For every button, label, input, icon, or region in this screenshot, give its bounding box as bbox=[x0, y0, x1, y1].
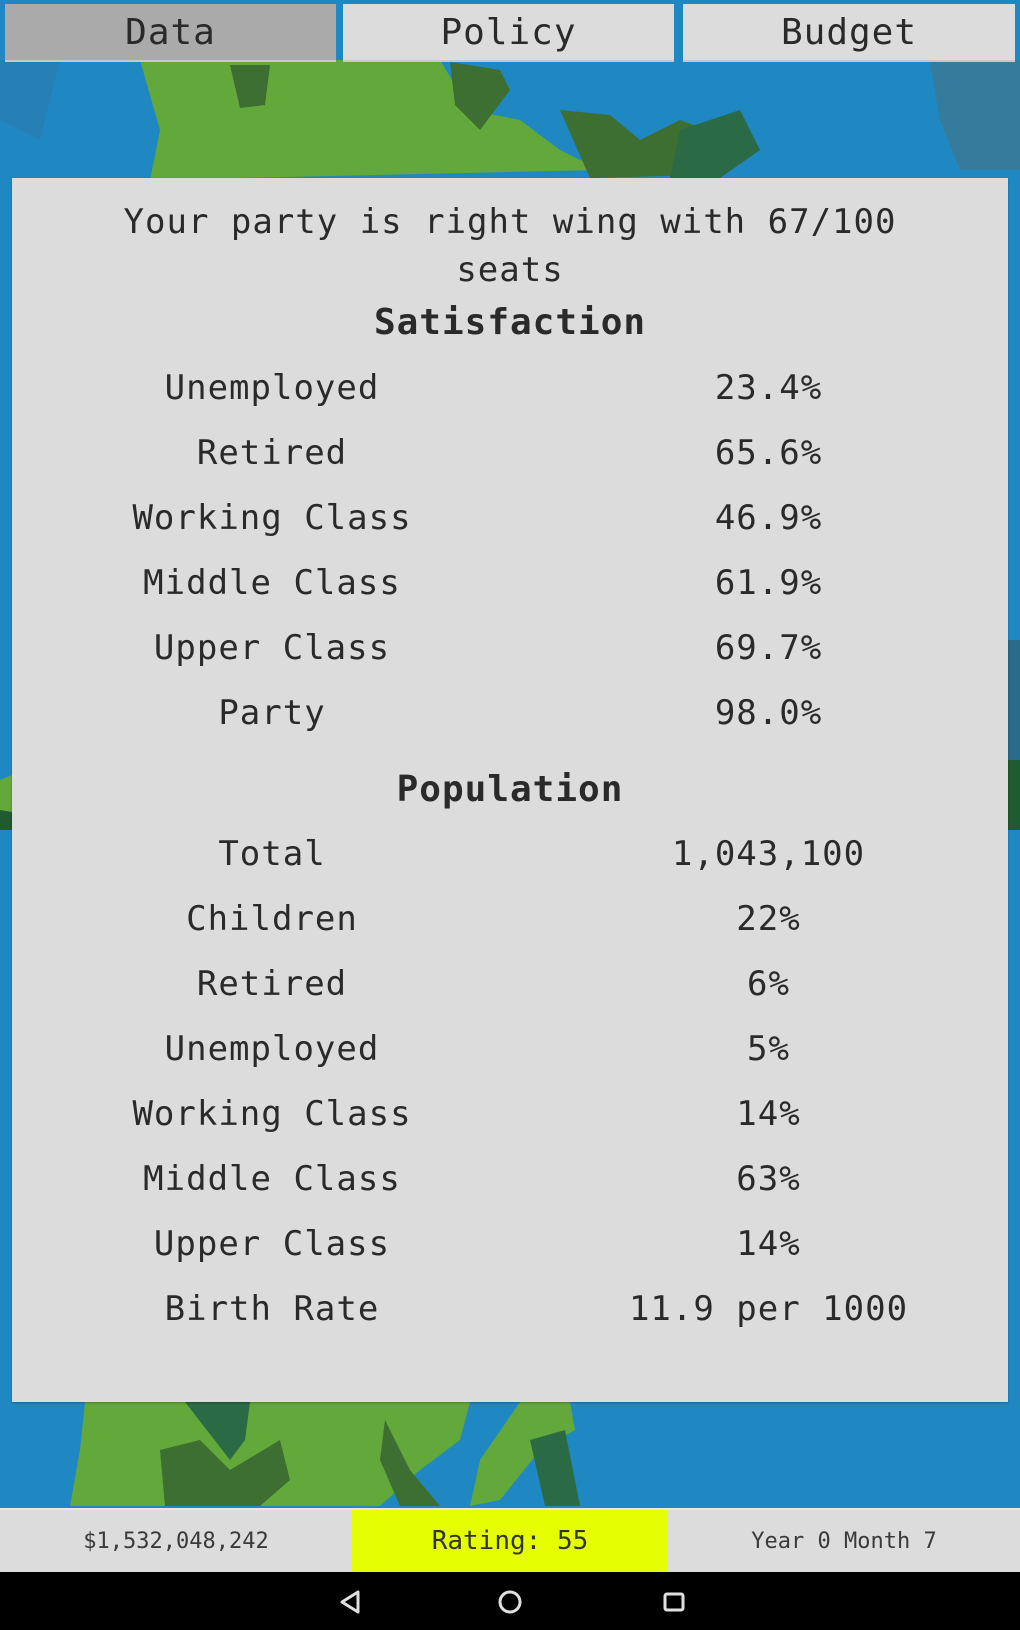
population-row: Children 22% bbox=[12, 899, 1008, 947]
satisfaction-row: Upper Class 69.7% bbox=[12, 628, 1008, 676]
population-row: Middle Class 63% bbox=[12, 1159, 1008, 1207]
satisfaction-value: 98.0% bbox=[714, 693, 823, 733]
population-value: 14% bbox=[736, 1224, 801, 1264]
back-button[interactable] bbox=[334, 1586, 366, 1618]
population-row: Birth Rate 11.9 per 1000 bbox=[12, 1289, 1008, 1337]
recents-square-icon bbox=[663, 1592, 685, 1612]
satisfaction-label: Middle Class bbox=[143, 563, 401, 603]
party-summary-line-2: seats bbox=[456, 250, 564, 290]
population-value: 1,043,100 bbox=[671, 834, 866, 874]
population-row: Upper Class 14% bbox=[12, 1224, 1008, 1272]
treasury-balance: $1,532,048,242 bbox=[83, 1528, 269, 1554]
back-triangle-icon bbox=[340, 1590, 360, 1614]
rating-badge: Rating: 55 bbox=[352, 1510, 668, 1572]
population-heading: Population bbox=[396, 769, 624, 810]
data-panel: Your party is right wing with 67/100 sea… bbox=[12, 178, 1008, 1402]
population-value: 6% bbox=[747, 964, 790, 1004]
satisfaction-value: 69.7% bbox=[714, 628, 823, 668]
population-row: Working Class 14% bbox=[12, 1094, 1008, 1142]
party-summary-line-1: Your party is right wing with 67/100 bbox=[123, 202, 897, 242]
home-button[interactable] bbox=[494, 1586, 526, 1618]
population-row: Retired 6% bbox=[12, 964, 1008, 1012]
satisfaction-label: Upper Class bbox=[153, 628, 391, 668]
satisfaction-row: Unemployed 23.4% bbox=[12, 368, 1008, 416]
population-label: Upper Class bbox=[153, 1224, 391, 1264]
satisfaction-value: 46.9% bbox=[714, 498, 823, 538]
satisfaction-heading: Satisfaction bbox=[373, 302, 647, 343]
tab-data[interactable]: Data bbox=[5, 4, 336, 62]
population-value: 22% bbox=[736, 899, 801, 939]
satisfaction-label: Party bbox=[218, 693, 326, 733]
population-label: Children bbox=[186, 899, 358, 939]
game-date: Year 0 Month 7 bbox=[751, 1528, 937, 1554]
satisfaction-row: Retired 65.6% bbox=[12, 433, 1008, 481]
population-label: Unemployed bbox=[164, 1029, 380, 1069]
tab-policy[interactable]: Policy bbox=[343, 4, 674, 62]
satisfaction-label: Working Class bbox=[132, 498, 412, 538]
population-value: 5% bbox=[747, 1029, 790, 1069]
tab-bar: Data Policy Budget bbox=[0, 4, 1020, 64]
population-label: Total bbox=[218, 834, 326, 874]
population-value: 63% bbox=[736, 1159, 801, 1199]
population-row: Unemployed 5% bbox=[12, 1029, 1008, 1077]
population-value: 11.9 per 1000 bbox=[628, 1289, 909, 1329]
satisfaction-value: 65.6% bbox=[714, 433, 823, 473]
tab-budget[interactable]: Budget bbox=[683, 4, 1015, 62]
satisfaction-row: Party 98.0% bbox=[12, 693, 1008, 741]
population-label: Birth Rate bbox=[164, 1289, 380, 1329]
population-label: Working Class bbox=[132, 1094, 412, 1134]
satisfaction-value: 61.9% bbox=[714, 563, 823, 603]
population-label: Retired bbox=[196, 964, 348, 1004]
population-value: 14% bbox=[736, 1094, 801, 1134]
satisfaction-row: Middle Class 61.9% bbox=[12, 563, 1008, 611]
status-bar: $1,532,048,242 Rating: 55 Year 0 Month 7 bbox=[0, 1508, 1020, 1572]
satisfaction-label: Retired bbox=[196, 433, 348, 473]
population-label: Middle Class bbox=[143, 1159, 401, 1199]
recents-button[interactable] bbox=[658, 1586, 690, 1618]
party-summary: Your party is right wing with 67/100 sea… bbox=[12, 198, 1008, 294]
satisfaction-label: Unemployed bbox=[164, 368, 380, 408]
satisfaction-row: Working Class 46.9% bbox=[12, 498, 1008, 546]
home-circle-icon bbox=[498, 1590, 522, 1614]
satisfaction-value: 23.4% bbox=[714, 368, 823, 408]
android-nav-bar bbox=[0, 1572, 1020, 1630]
population-row: Total 1,043,100 bbox=[12, 834, 1008, 882]
